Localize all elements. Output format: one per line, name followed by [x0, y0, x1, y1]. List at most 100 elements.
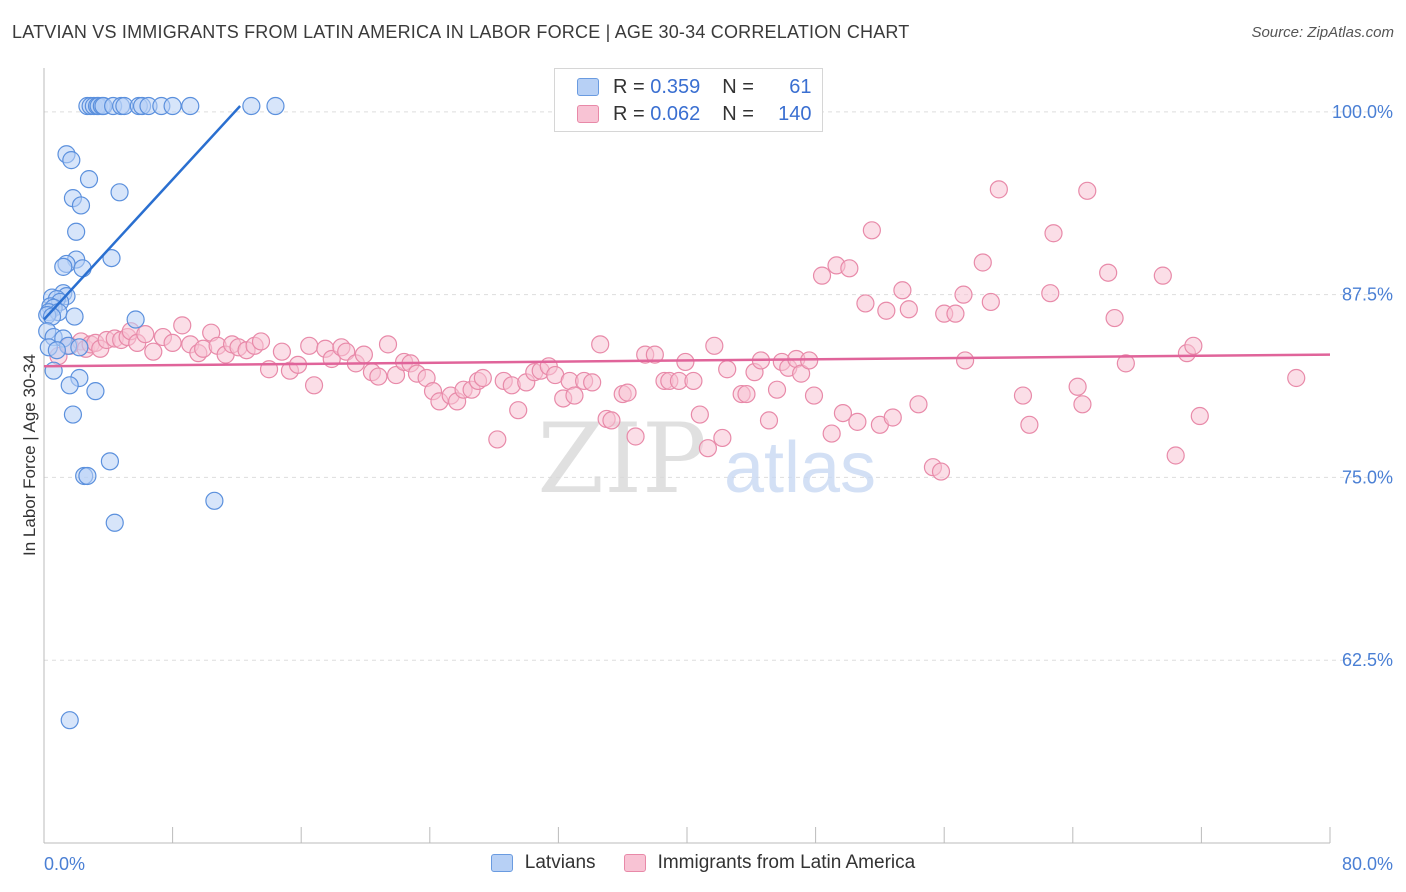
latin-america-point — [883, 408, 902, 427]
latin-america-point — [473, 368, 492, 388]
latin-america-point — [565, 386, 584, 405]
chart-title: LATVIAN VS IMMIGRANTS FROM LATIN AMERICA… — [12, 22, 910, 42]
latin-america-point — [591, 335, 610, 354]
latin-america-point — [737, 384, 756, 404]
latin-america-point — [1099, 263, 1118, 282]
latin-america-legend-label: Immigrants from Latin America — [657, 852, 916, 873]
n-label: N = — [722, 102, 754, 125]
latvians-point — [163, 96, 182, 116]
latin-america-point — [954, 285, 973, 304]
latin-america-point — [1073, 395, 1092, 414]
latin-america-point — [386, 365, 406, 385]
latin-america-point — [300, 336, 319, 355]
latin-america-point — [822, 424, 841, 443]
latvians-point — [63, 405, 83, 424]
latin-america-point — [618, 383, 637, 402]
latvians-point — [102, 248, 121, 268]
series-legend: Latvians Immigrants from Latin America — [0, 852, 1406, 874]
latin-america-point — [163, 333, 182, 353]
latin-america-point — [931, 462, 951, 481]
latin-america-point — [1153, 266, 1172, 285]
latvians-point — [78, 466, 97, 486]
watermark-atlas: atlas — [724, 428, 876, 508]
r-label: R = — [613, 102, 645, 125]
latin-america-point — [705, 336, 724, 355]
x-tick-label-max: 80.0% — [1342, 854, 1393, 874]
n-label: N = — [722, 75, 754, 98]
latin-america-point — [804, 386, 824, 405]
latvians-point — [70, 338, 89, 357]
tick-labels: 62.5% 75.0% 87.5% 100.0% 0.0% 80.0% — [44, 102, 1393, 874]
latin-america-point — [909, 395, 928, 414]
latin-america-point — [272, 342, 292, 361]
latin-america-point — [378, 335, 398, 354]
y-tick-label: 62.5% — [1342, 650, 1393, 670]
latin-america-point — [1041, 284, 1060, 303]
latin-america-point — [1068, 377, 1087, 396]
series-latvians — [38, 96, 285, 730]
trend-lines — [43, 105, 1331, 368]
latin-america-point — [840, 259, 859, 278]
latvians-point — [86, 382, 105, 401]
latvians-swatch — [577, 78, 599, 96]
latvians-legend-label: Latvians — [524, 852, 596, 873]
legend-row-latin-america: R = 0.062 N = 140 — [577, 102, 812, 126]
latin-america-point — [767, 380, 787, 399]
latin-america-point — [251, 332, 271, 351]
latin-america-trend-line — [43, 353, 1331, 368]
latvians-point — [181, 96, 200, 116]
latvians-point — [110, 183, 129, 202]
latin-america-point — [812, 266, 832, 285]
latin-america-point — [1166, 446, 1185, 465]
latin-america-point — [626, 427, 645, 446]
latvians-point — [71, 196, 91, 215]
latin-america-point — [989, 180, 1008, 199]
latin-america-point — [893, 281, 912, 300]
latvians-point — [205, 491, 224, 510]
latvians-point — [60, 711, 79, 730]
latin-america-point — [1044, 224, 1063, 243]
latin-america-point — [304, 376, 324, 395]
legend-item-latvians: Latvians — [490, 852, 596, 874]
legend-row-latvians: R = 0.359 N = 61 — [577, 75, 812, 99]
latvians-point — [73, 259, 92, 278]
latin-america-point — [718, 360, 737, 379]
gridlines — [44, 111, 1370, 661]
latvians-point — [242, 96, 261, 116]
latin-america-point — [946, 304, 965, 323]
latin-america-point — [354, 345, 373, 364]
latin-america-point — [136, 325, 155, 344]
latvians-point — [62, 151, 81, 170]
latin-america-point — [862, 221, 881, 240]
latin-america-point — [1116, 354, 1135, 373]
latin-america-point — [955, 351, 975, 370]
latin-america-point — [602, 411, 621, 430]
latin-america-n-value: 140 — [778, 102, 812, 125]
latvians-point — [60, 376, 79, 395]
latin-america-point — [848, 412, 867, 431]
latin-america-point — [1184, 336, 1203, 355]
latin-america-point — [698, 439, 717, 458]
axes — [43, 68, 1331, 844]
latin-america-point — [1287, 368, 1306, 388]
latvians-point — [67, 222, 86, 241]
latin-america-point — [1105, 308, 1124, 328]
latin-america-point — [684, 371, 703, 391]
legend-item-latin-america: Immigrants from Latin America — [623, 852, 916, 874]
latin-america-point — [973, 253, 992, 272]
latvians-point — [44, 361, 63, 380]
latin-america-point — [173, 316, 192, 335]
latin-america-point — [1078, 181, 1097, 200]
latvians-r-value: 0.359 — [650, 75, 701, 98]
latin-america-legend-swatch — [623, 854, 646, 872]
latin-america-point — [713, 428, 732, 448]
latvians-point — [54, 257, 73, 276]
latin-america-point — [690, 405, 709, 424]
latin-america-r-value: 0.062 — [650, 102, 701, 125]
latin-america-point — [833, 403, 853, 423]
latvians-point — [266, 96, 285, 116]
series-latin-america — [49, 180, 1306, 481]
latin-america-point — [488, 430, 507, 449]
latin-america-point — [856, 294, 875, 313]
